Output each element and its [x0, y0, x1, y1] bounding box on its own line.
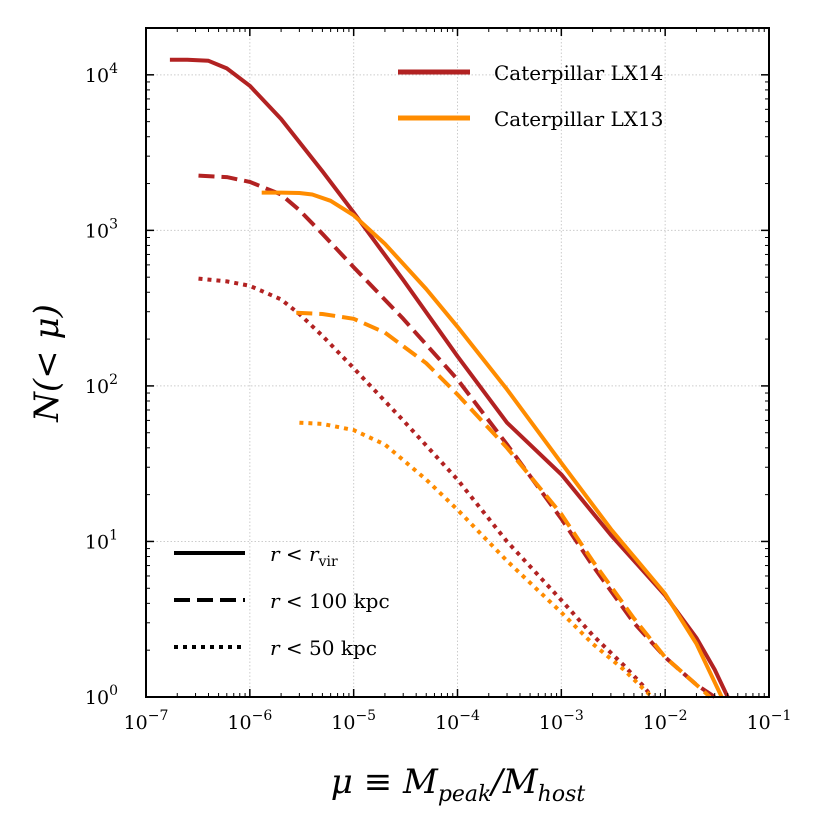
y-axis-label: N(< μ) — [27, 304, 67, 423]
legend-simulations: Caterpillar LX14 Caterpillar LX13 — [398, 61, 663, 131]
legend-radius-label: r < 50 kpc — [270, 636, 377, 660]
x-tick-label: 10−3 — [539, 708, 584, 734]
series-layer — [169, 57, 730, 699]
x-tick-label: 10−2 — [643, 708, 688, 734]
legend-sim-label: Caterpillar LX14 — [494, 61, 663, 85]
series-lx13-dashed — [296, 310, 712, 699]
y-tick-label: 104 — [85, 61, 118, 87]
ticks — [145, 28, 770, 698]
series-lx13-solid — [261, 190, 724, 698]
series-lx14-dashed — [198, 173, 716, 699]
x-tick-label: 10−7 — [124, 708, 169, 734]
legend-radius-label: r < rvir — [270, 542, 338, 570]
x-tick-label: 10−6 — [227, 708, 272, 734]
x-tick-label: 10−1 — [747, 708, 792, 734]
tick-labels: 10−7 10−6 10−5 10−4 10−3 10−2 10−1 100 101 102 103… — [85, 61, 792, 734]
series-lx14-solid — [169, 57, 730, 698]
x-tick-label: 10−5 — [331, 708, 376, 734]
plot-frame — [145, 27, 770, 698]
grid — [145, 28, 770, 698]
legend-sim-label: Caterpillar LX13 — [494, 107, 663, 131]
y-tick-label: 102 — [85, 372, 118, 398]
legend-radius: r < rvir r < 100 kpc r < 50 kpc — [174, 542, 390, 660]
x-axis-label: μ ≡ Mpeak/Mhost — [331, 762, 586, 807]
y-tick-label: 103 — [85, 216, 118, 242]
y-tick-label: 101 — [85, 527, 118, 553]
y-tick-label: 100 — [85, 683, 118, 709]
legend-radius-label: r < 100 kpc — [270, 589, 390, 613]
x-tick-label: 10−4 — [435, 708, 480, 734]
series-lx14-dotted — [198, 276, 654, 699]
